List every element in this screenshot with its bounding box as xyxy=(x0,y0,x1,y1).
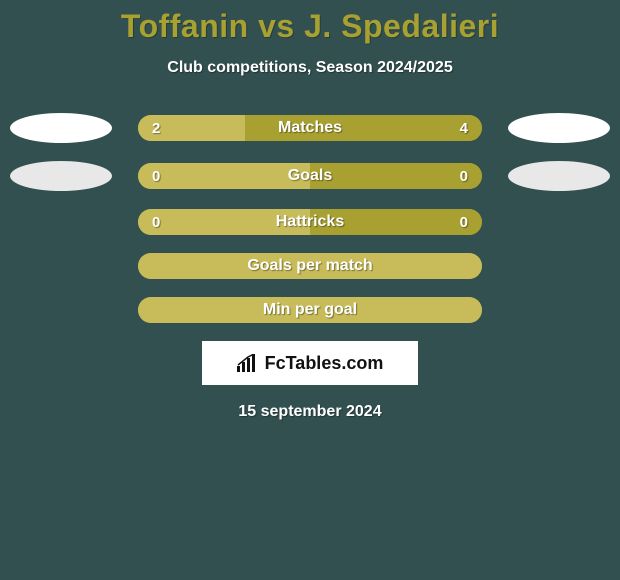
stat-label: Matches xyxy=(138,115,482,141)
stat-bar: Min per goal xyxy=(138,297,482,323)
logo-box: FcTables.com xyxy=(202,341,418,385)
logo-text: FcTables.com xyxy=(265,353,384,374)
stat-bar: 24Matches xyxy=(138,115,482,141)
stat-row: Min per goal xyxy=(0,297,620,323)
stat-row: 24Matches xyxy=(0,113,620,143)
stat-label: Goals per match xyxy=(138,253,482,279)
subtitle: Club competitions, Season 2024/2025 xyxy=(0,59,620,77)
page-title: Toffanin vs J. Spedalieri xyxy=(0,8,620,45)
stat-row: 00Goals xyxy=(0,161,620,191)
stat-label: Hattricks xyxy=(138,209,482,235)
player-oval-right xyxy=(508,161,610,191)
chart-icon xyxy=(237,354,259,372)
stat-bar: 00Goals xyxy=(138,163,482,189)
player-oval-right xyxy=(508,113,610,143)
stat-label: Goals xyxy=(138,163,482,189)
date-text: 15 september 2024 xyxy=(0,403,620,421)
stat-label: Min per goal xyxy=(138,297,482,323)
stat-bar: Goals per match xyxy=(138,253,482,279)
stat-bar: 00Hattricks xyxy=(138,209,482,235)
player-oval-left xyxy=(10,113,112,143)
stat-row: 00Hattricks xyxy=(0,209,620,235)
stats-rows: 24Matches 00Goals 00Hattricks Goals per mat… xyxy=(0,113,620,323)
player-oval-left xyxy=(10,161,112,191)
comparison-container: Toffanin vs J. Spedalieri Club competiti… xyxy=(0,0,620,421)
stat-row: Goals per match xyxy=(0,253,620,279)
